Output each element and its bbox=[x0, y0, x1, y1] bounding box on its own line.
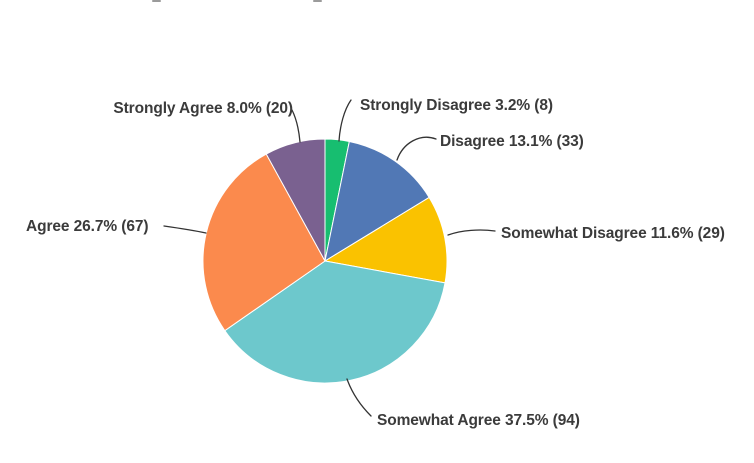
leader-line-somewhat-disagree bbox=[447, 229, 496, 236]
slice-label-disagree: Disagree 13.1% (33) bbox=[440, 133, 584, 150]
leader-line-disagree bbox=[396, 136, 437, 161]
pie-slice-disagree bbox=[324, 140, 430, 263]
pie-slice-strongly-agree bbox=[265, 138, 326, 262]
slice-label-somewhat-agree: Somewhat Agree 37.5% (94) bbox=[377, 412, 580, 429]
slice-label-strongly-disagree: Strongly Disagree 3.2% (8) bbox=[360, 97, 553, 114]
slice-label-strongly-agree: Strongly Agree 8.0% (20) bbox=[113, 100, 293, 117]
leader-line-somewhat-agree bbox=[346, 378, 372, 417]
pie-slice-somewhat-disagree bbox=[323, 196, 448, 284]
leader-lines-group bbox=[163, 99, 496, 417]
clipped-title-fragment bbox=[152, 0, 161, 2]
pie-slice-somewhat-agree bbox=[224, 260, 446, 384]
slice-label-agree: Agree 26.7% (67) bbox=[26, 218, 149, 235]
leader-line-strongly-agree bbox=[291, 109, 301, 143]
pie-slices-group bbox=[202, 138, 448, 384]
leader-line-agree bbox=[163, 225, 207, 234]
clipped-title-fragment bbox=[313, 0, 322, 2]
slice-label-somewhat-disagree: Somewhat Disagree 11.6% (29) bbox=[501, 225, 725, 242]
leader-line-strongly-disagree bbox=[338, 99, 352, 142]
